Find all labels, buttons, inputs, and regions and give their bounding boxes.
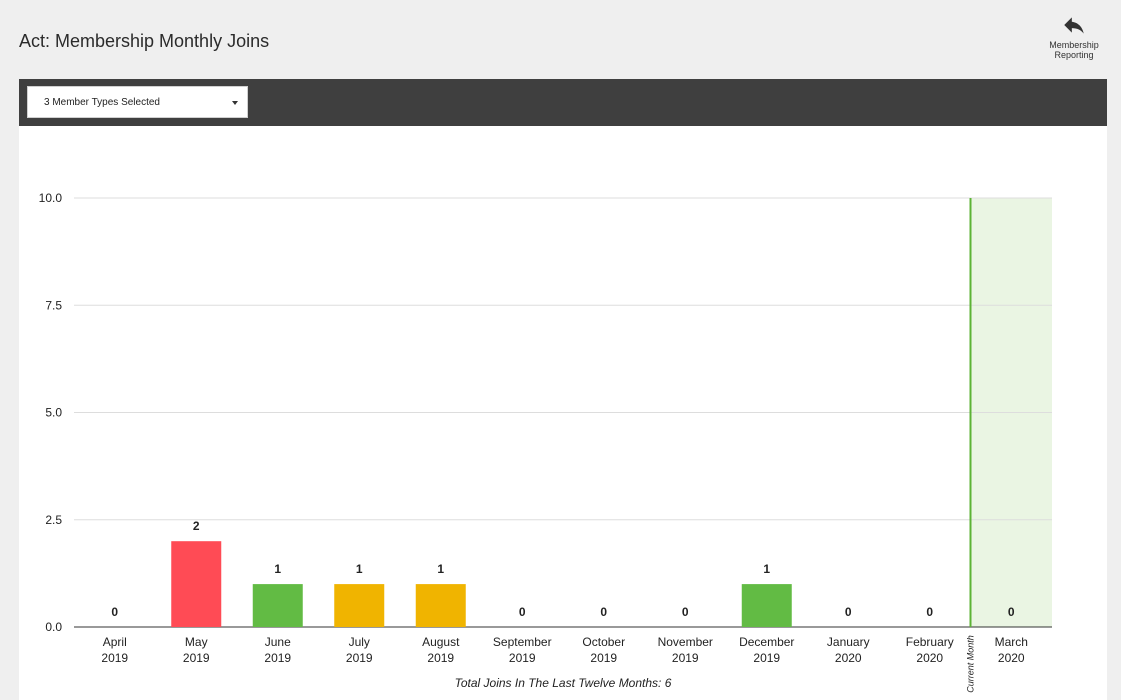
x-tick-month: February — [906, 635, 954, 649]
bar-value-label: 0 — [926, 605, 933, 619]
x-tick-month: September — [493, 635, 552, 649]
y-tick-label: 10.0 — [39, 191, 63, 205]
y-tick-label: 2.5 — [45, 513, 62, 527]
x-tick-year: 2019 — [264, 651, 291, 665]
reply-arrow-icon — [1064, 17, 1084, 34]
x-tick-year: 2019 — [427, 651, 454, 665]
x-tick-month: March — [995, 635, 1028, 649]
bar — [252, 584, 303, 627]
x-tick-year: 2019 — [346, 651, 373, 665]
filter-toolbar: 3 Member Types Selected — [19, 79, 1107, 126]
page-header: Act: Membership Monthly Joins Membership… — [0, 0, 1121, 79]
member-types-dropdown[interactable]: 3 Member Types Selected — [27, 86, 248, 118]
x-tick-month: June — [265, 635, 291, 649]
x-tick-year: 2020 — [998, 651, 1025, 665]
x-tick-month: April — [103, 635, 127, 649]
bar — [334, 584, 385, 627]
bar — [171, 541, 222, 627]
bar-value-label: 1 — [274, 562, 281, 576]
x-tick-year: 2019 — [183, 651, 210, 665]
bar-value-label: 2 — [193, 519, 200, 533]
x-tick-month: December — [739, 635, 794, 649]
chart-panel: 0.0 2.5 5.0 7.5 10.0 0 April 2019 2 May 2019 1 June 2… — [19, 126, 1107, 700]
y-tick-label: 0.0 — [45, 620, 62, 634]
bar-value-label: 0 — [682, 605, 689, 619]
y-tick-label: 7.5 — [45, 298, 62, 312]
bar-value-label: 1 — [356, 562, 363, 576]
x-tick-year: 2019 — [753, 651, 780, 665]
y-tick-label: 5.0 — [45, 406, 62, 420]
current-month-label: Current Month — [966, 635, 976, 693]
chart-footer: Total Joins In The Last Twelve Months: 6 — [454, 676, 672, 690]
x-tick-month: January — [827, 635, 870, 649]
x-tick-month: July — [349, 635, 370, 649]
member-types-dropdown-label: 3 Member Types Selected — [44, 97, 160, 108]
x-tick-year: 2019 — [590, 651, 617, 665]
membership-reporting-link[interactable]: Membership Reporting — [1040, 8, 1108, 68]
bar-value-label: 0 — [111, 605, 118, 619]
x-tick-year: 2019 — [509, 651, 536, 665]
page-title: Act: Membership Monthly Joins — [19, 31, 270, 51]
bar-value-label: 1 — [437, 562, 444, 576]
bar-value-label: 1 — [763, 562, 770, 576]
back-link-label-line2: Reporting — [1054, 50, 1094, 60]
caret-down-icon — [232, 101, 238, 105]
monthly-joins-chart: 0.0 2.5 5.0 7.5 10.0 0 April 2019 2 May 2019 1 June 2… — [39, 191, 1052, 693]
x-tick-month: August — [422, 635, 460, 649]
bar — [741, 584, 792, 627]
bar-value-label: 0 — [519, 605, 526, 619]
x-tick-month: May — [185, 635, 208, 649]
x-tick-year: 2020 — [835, 651, 862, 665]
back-link-label-line1: Membership — [1049, 40, 1099, 50]
bar-value-label: 0 — [600, 605, 607, 619]
bar-value-label: 0 — [1008, 605, 1015, 619]
bar — [415, 584, 466, 627]
x-tick-year: 2019 — [101, 651, 128, 665]
x-tick-year: 2020 — [916, 651, 943, 665]
x-tick-year: 2019 — [672, 651, 699, 665]
x-tick-month: October — [582, 635, 625, 649]
x-tick-month: November — [658, 635, 713, 649]
bar-value-label: 0 — [845, 605, 852, 619]
